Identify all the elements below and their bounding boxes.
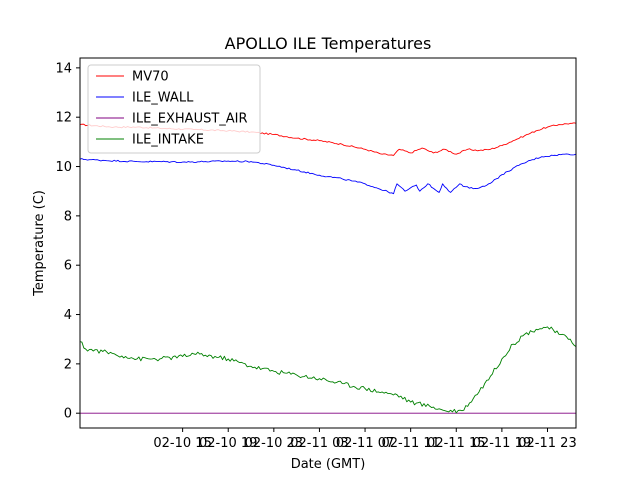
series-line-ile-intake (79, 326, 577, 414)
x-tick-label: 02-11 23 (518, 436, 576, 451)
y-tick-label: 10 (55, 160, 72, 175)
y-tick-label: 6 (64, 259, 72, 274)
x-tick-label: 02-10 19 (199, 436, 257, 451)
legend-label: ILE_INTAKE (132, 133, 204, 148)
x-axis-label: Date (GMT) (291, 457, 366, 472)
x-tick-label: 02-10 15 (153, 436, 211, 451)
y-tick-label: 0 (64, 407, 72, 422)
y-axis: 0 2 4 6 8 10 12 14 (55, 61, 80, 422)
y-tick-label: 12 (55, 111, 72, 126)
chart-title: APOLLO ILE Temperatures (225, 34, 432, 53)
y-tick-label: 8 (64, 209, 72, 224)
y-tick-label: 4 (64, 308, 72, 323)
x-tick-label: 02-11 03 (290, 436, 348, 451)
y-tick-label: 14 (55, 61, 72, 76)
legend-label: MV70 (132, 70, 169, 85)
legend: MV70 ILE_WALL ILE_EXHAUST_AIR ILE_INTAKE (87, 64, 261, 154)
legend-label: ILE_EXHAUST_AIR (132, 112, 248, 127)
x-tick-label: 02-11 07 (336, 436, 394, 451)
x-tick-label: 02-10 23 (245, 436, 303, 451)
x-tick-label: 02-11 11 (381, 436, 439, 451)
x-tick-label: 02-11 15 (427, 436, 485, 451)
legend-label: ILE_WALL (132, 91, 194, 106)
series-line-ile-wall (79, 153, 577, 195)
legend-box (87, 64, 261, 154)
x-tick-label: 02-11 19 (473, 436, 531, 451)
y-tick-label: 2 (64, 357, 72, 372)
y-axis-label: Temperature (C) (32, 190, 47, 297)
plot-frame (79, 57, 577, 429)
